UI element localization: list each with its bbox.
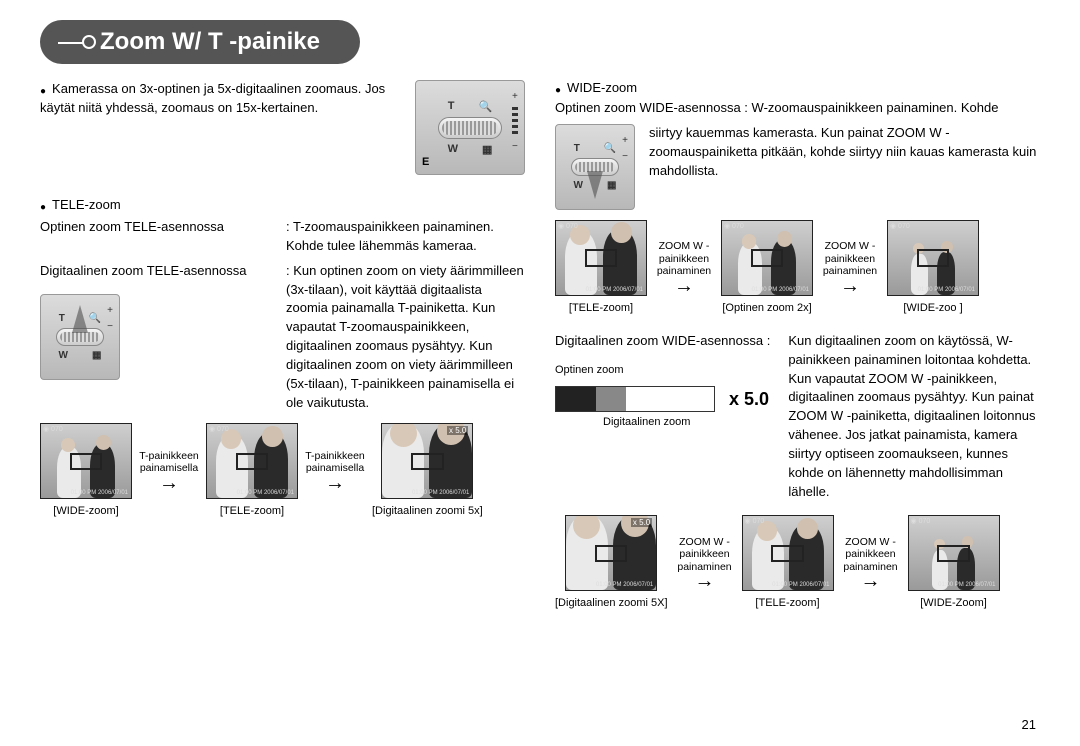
tele-optical-label: Optinen zoom TELE-asennossa bbox=[40, 218, 278, 256]
wide-optical-label: Optinen zoom WIDE-asennossa : bbox=[555, 100, 748, 115]
arrow-label: ZOOM W -painikkeen painaminen→ bbox=[653, 240, 715, 294]
zoom-x-label: x 5.0 bbox=[631, 518, 652, 527]
caption: [Optinen zoom 2x] bbox=[721, 302, 813, 314]
hud-tl: ◉ 070 bbox=[724, 223, 744, 231]
magnify-icon: 🔍 bbox=[89, 313, 101, 324]
zoom-switch-diagram: T 🔍 W ▦ E + − bbox=[415, 80, 525, 175]
arrow-label: ZOOM W -painikkeen painaminen→ bbox=[840, 536, 902, 590]
tele-sequence: ◉ 070 01:00 PM 2006/07/01 [WIDE-zoom] T-p… bbox=[40, 423, 525, 517]
minus-icon: − bbox=[107, 321, 113, 333]
hud-br: 01:00 PM 2006/07/01 bbox=[586, 287, 643, 293]
caption-wide: [WIDE-zoom] bbox=[40, 505, 132, 517]
right-column: WIDE-zoom Optinen zoom WIDE-asennossa : … bbox=[555, 80, 1040, 609]
hud-br: 01:00 PM 2006/07/01 bbox=[412, 490, 469, 496]
switch-e-label: E bbox=[422, 156, 429, 168]
magnify-icon: 🔍 bbox=[479, 100, 493, 113]
thumb-digi5x: x 5.0 01:00 PM 2006/07/01 bbox=[381, 423, 473, 499]
minus-icon: − bbox=[512, 141, 518, 153]
plus-icon: + bbox=[622, 135, 628, 147]
zoom-x-label: x 5.0 bbox=[447, 426, 468, 435]
hud-br: 01:00 PM 2006/07/01 bbox=[71, 490, 128, 496]
caption: [TELE-zoom] bbox=[742, 597, 834, 609]
thumb-opt2x: ◉ 070 01:00 PM 2006/07/01 bbox=[721, 220, 813, 296]
content-columns: Kamerassa on 3x-optinen ja 5x-digitaalin… bbox=[40, 80, 1040, 609]
caption: [WIDE-Zoom] bbox=[908, 597, 1000, 609]
thumb-digi5x: x 5.0 01:00 PM 2006/07/01 bbox=[565, 515, 657, 591]
hud-br: 01:00 PM 2006/07/01 bbox=[752, 287, 809, 293]
wide-optical-desc-line1: W-zoomauspainikkeen painaminen. Kohde bbox=[752, 100, 999, 115]
hud-br: 01:00 PM 2006/07/01 bbox=[918, 287, 975, 293]
switch-t-label: T bbox=[574, 143, 580, 154]
switch-w-label: W bbox=[448, 143, 458, 156]
thumb-tele: ◉ 070 01:00 PM 2006/07/01 bbox=[742, 515, 834, 591]
page-title: Zoom W/ T -painike bbox=[40, 20, 360, 64]
hud-br: 01:00 PM 2006/07/01 bbox=[237, 490, 294, 496]
optical-zoom-label: Optinen zoom bbox=[555, 364, 770, 376]
arrow-label: ZOOM W -painikkeen painaminen→ bbox=[674, 536, 736, 590]
plus-icon: + bbox=[107, 305, 113, 317]
caption-tele: [TELE-zoom] bbox=[206, 505, 298, 517]
left-column: Kamerassa on 3x-optinen ja 5x-digitaalin… bbox=[40, 80, 525, 609]
wide-sequence-2: x 5.0 01:00 PM 2006/07/01 [Digitaalinen z… bbox=[555, 515, 1040, 609]
tele-digital-desc: : Kun optinen zoom on viety äärimmilleen… bbox=[286, 262, 525, 413]
tele-optical-desc: : T-zoomauspainikkeen painaminen. Kohde … bbox=[286, 218, 525, 256]
digital-zoom-label: Digitaalinen zoom bbox=[603, 416, 770, 428]
intro-text: Kamerassa on 3x-optinen ja 5x-digitaalin… bbox=[40, 80, 395, 118]
thumb-wide: ◉ 070 01:00 PM 2006/07/01 bbox=[40, 423, 132, 499]
digital-wide-desc: Kun digitaalinen zoom on käytössä, W-pai… bbox=[788, 332, 1040, 502]
zoom-indicator-bar bbox=[555, 386, 715, 412]
arrow-label: T-painikkeen painamisella→ bbox=[138, 450, 200, 491]
hud-tl: ◉ 070 bbox=[43, 426, 63, 434]
hud-br: 01:00 PM 2006/07/01 bbox=[938, 582, 995, 588]
minus-icon: − bbox=[622, 151, 628, 163]
hud-tl: ◉ 070 bbox=[745, 518, 765, 526]
arrow-label: ZOOM W -painikkeen painaminen→ bbox=[819, 240, 881, 294]
thumb-wide: ◉ 070 01:00 PM 2006/07/01 bbox=[908, 515, 1000, 591]
hud-tl: ◉ 070 bbox=[890, 223, 910, 231]
magnify-icon: 🔍 bbox=[604, 143, 616, 154]
caption-digi5x: [Digitaalinen zoomi 5x] bbox=[372, 505, 483, 517]
tele-zoom-heading: TELE-zoom bbox=[40, 197, 525, 212]
digital-wide-label: Digitaalinen zoom WIDE-asennossa : bbox=[555, 333, 770, 348]
grid-icon: ▦ bbox=[482, 143, 492, 156]
grid-icon: ▦ bbox=[607, 180, 616, 191]
grid-icon: ▦ bbox=[92, 350, 101, 361]
caption: [WIDE-zoo ] bbox=[887, 302, 979, 314]
caption: [TELE-zoom] bbox=[555, 302, 647, 314]
switch-w-label: W bbox=[574, 180, 583, 191]
thumb-tele: ◉ 070 01:00 PM 2006/07/01 bbox=[206, 423, 298, 499]
plus-icon: + bbox=[512, 91, 518, 103]
hud-br: 01:00 PM 2006/07/01 bbox=[772, 582, 829, 588]
hud-tl: ◉ 070 bbox=[911, 518, 931, 526]
arrow-label: T-painikkeen painamisella→ bbox=[304, 450, 366, 491]
thumb-wide: ◉ 070 01:00 PM 2006/07/01 bbox=[887, 220, 979, 296]
thumb-tele: ◉ 070 01:00 PM 2006/07/01 bbox=[555, 220, 647, 296]
zoom-factor: x 5.0 bbox=[729, 389, 769, 410]
zoom-switch-down-diagram: T 🔍 W ▦ + − bbox=[555, 124, 635, 210]
hud-tl: ◉ 070 bbox=[558, 223, 578, 231]
switch-w-label: W bbox=[59, 350, 68, 361]
wide-sequence-1: ◉ 070 01:00 PM 2006/07/01 [TELE-zoom] ZOO… bbox=[555, 220, 1040, 314]
hud-br: 01:00 PM 2006/07/01 bbox=[596, 582, 653, 588]
hud-tl: ◉ 070 bbox=[209, 426, 229, 434]
wide-optical-desc-rest: siirtyy kauemmas kamerasta. Kun painat Z… bbox=[649, 124, 1040, 181]
wide-zoom-heading: WIDE-zoom bbox=[555, 80, 1040, 95]
caption: [Digitaalinen zoomi 5X] bbox=[555, 597, 668, 609]
page-number: 21 bbox=[1022, 717, 1036, 732]
switch-t-label: T bbox=[59, 313, 65, 324]
zoom-switch-up-diagram: T 🔍 W ▦ + − bbox=[40, 294, 120, 380]
switch-t-label: T bbox=[448, 100, 455, 113]
